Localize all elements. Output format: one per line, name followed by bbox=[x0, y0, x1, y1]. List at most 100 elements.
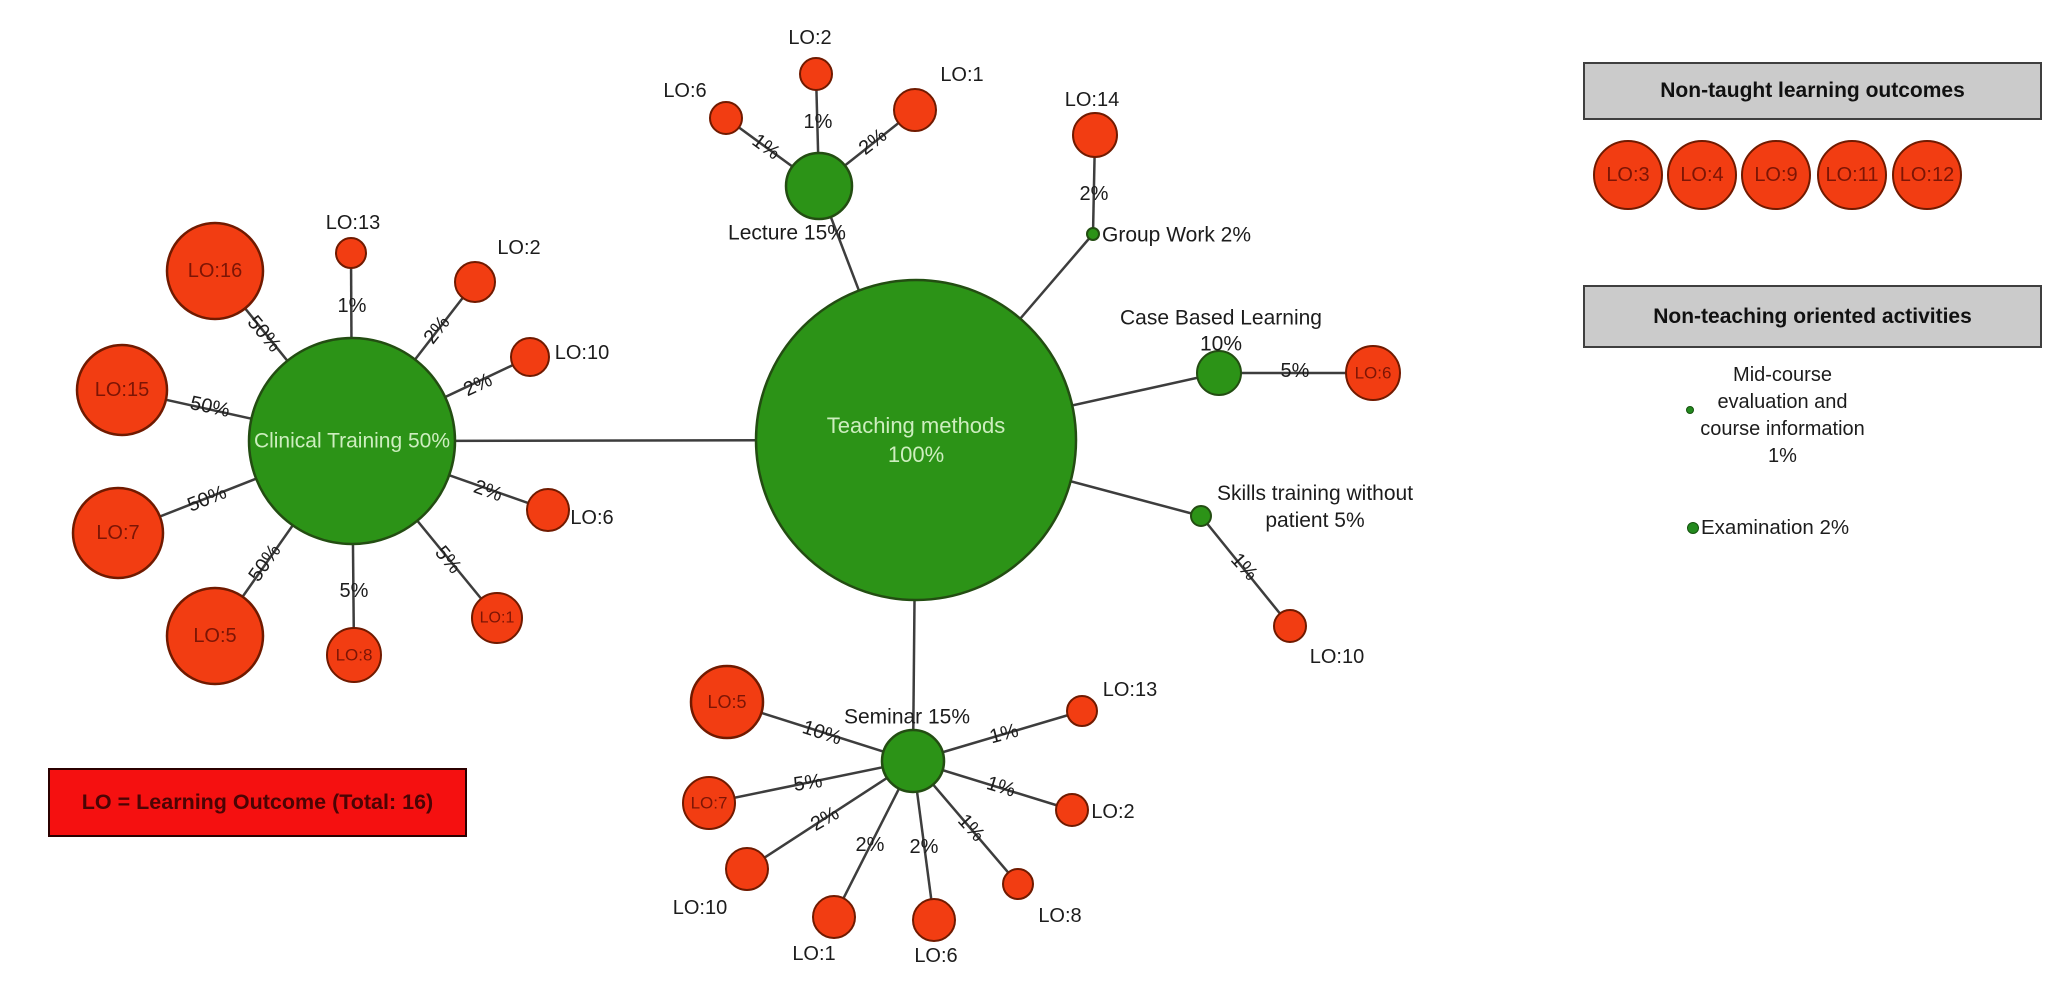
edge-percent-groupwork-lo14: 2% bbox=[1080, 183, 1109, 205]
outcome-node-sem_lo7 bbox=[682, 776, 736, 830]
outcome-node-cl_lo7 bbox=[71, 486, 165, 580]
edge-percent-lecture-lec_lo2: 1% bbox=[804, 111, 833, 133]
method-node-seminar bbox=[880, 728, 946, 794]
node-label-cl_lo2: LO:2 bbox=[497, 237, 540, 259]
outcome-node-cl_lo13 bbox=[335, 237, 367, 269]
outcome-label: LO:12 bbox=[1899, 163, 1955, 186]
mid-course-line: Mid-course bbox=[1733, 364, 1832, 386]
outcome-label: LO:3 bbox=[1606, 163, 1650, 186]
node-label-lec_lo6: LO:6 bbox=[663, 80, 706, 102]
edge-percent-clinical-cl_lo6: 2% bbox=[471, 476, 506, 507]
outcome-node-cl_lo1 bbox=[471, 592, 523, 644]
node-label-cl_lo7: LO:7 bbox=[96, 522, 139, 544]
outcome-node-lec_lo2 bbox=[799, 57, 833, 91]
node-label-groupwork: Group Work 2% bbox=[1102, 224, 1251, 247]
node-label-cl_lo6: LO:6 bbox=[570, 507, 613, 529]
edge-percent-seminar-sem_lo6: 2% bbox=[910, 836, 939, 858]
legend-text: LO = Learning Outcome (Total: 16) bbox=[81, 790, 434, 814]
node-label-sem_lo8: LO:8 bbox=[1038, 905, 1081, 927]
outcome-node-cl_lo10 bbox=[510, 337, 550, 377]
outcome-label: LO:9 bbox=[1754, 163, 1798, 186]
outcome-node-sk_lo10 bbox=[1273, 609, 1307, 643]
edge-percent-clinical-cl_lo15: 50% bbox=[188, 392, 232, 422]
method-node-clinical bbox=[247, 336, 457, 546]
activity-dot-groupwork bbox=[1086, 227, 1100, 241]
edge-percent-clinical-cl_lo5: 50% bbox=[245, 540, 286, 586]
mid-course-dot-icon bbox=[1686, 406, 1694, 414]
outcome-node-sem_lo10 bbox=[725, 847, 769, 891]
legend-box: LO = Learning Outcome (Total: 16) bbox=[48, 768, 467, 837]
outcome-node-cl_lo8 bbox=[326, 627, 382, 683]
outcome-node-lo14 bbox=[1072, 112, 1118, 158]
node-label-skills: Skills training without bbox=[1217, 482, 1413, 505]
edge-seminar-sem_lo10 bbox=[746, 759, 914, 871]
outcome-node-sem_lo2 bbox=[1055, 793, 1089, 827]
node-label-cl_lo8: LO:8 bbox=[336, 646, 373, 665]
edge-percent-clinical-cl_lo13: 1% bbox=[338, 295, 367, 317]
outcome-node-lec_lo6 bbox=[709, 101, 743, 135]
edge-percent-seminar-sem_lo7: 5% bbox=[792, 770, 824, 796]
method-node-lecture bbox=[784, 151, 854, 221]
outcome-node-cbl_lo6 bbox=[1345, 345, 1401, 401]
non-taught-outcome-circle: LO:9 bbox=[1741, 140, 1811, 210]
non-taught-outcome-circle: LO:4 bbox=[1667, 140, 1737, 210]
node-label-sem_lo1: LO:1 bbox=[792, 943, 835, 965]
node-label-teaching: Teaching methods bbox=[827, 413, 1006, 438]
outcome-node-sem_lo8 bbox=[1002, 868, 1034, 900]
outcome-node-cl_lo15 bbox=[75, 343, 169, 437]
node-label-cl_lo5: LO:5 bbox=[193, 625, 236, 647]
edge-percent-seminar-sem_lo1: 2% bbox=[856, 834, 885, 856]
non-taught-header: Non-taught learning outcomes bbox=[1583, 62, 2042, 120]
node-label-lec_lo2: LO:2 bbox=[788, 27, 831, 49]
non-teaching-header: Non-teaching oriented activities bbox=[1583, 285, 2042, 348]
node-label-lecture: Lecture 15% bbox=[728, 222, 846, 245]
mid-course-line: course information bbox=[1700, 418, 1865, 440]
node-label-sem_lo5: LO:5 bbox=[707, 692, 746, 712]
outcome-node-sem_lo13 bbox=[1066, 695, 1098, 727]
outcome-label: LO:11 bbox=[1825, 163, 1879, 186]
node-label-cbl: Case Based Learning bbox=[1120, 307, 1322, 330]
edge-percent-seminar-sem_lo2: 1% bbox=[984, 772, 1018, 802]
edge-percent-clinical-cl_lo10: 2% bbox=[460, 369, 496, 401]
node-label-clinical: Clinical Training 50% bbox=[254, 430, 450, 453]
node-label-cbl_lo6: LO:6 bbox=[1355, 364, 1392, 383]
outcome-node-cl_lo16 bbox=[165, 221, 265, 321]
node-label-lo14: LO:14 bbox=[1065, 89, 1119, 111]
non-taught-outcome-circle: LO:12 bbox=[1892, 140, 1962, 210]
edge-percent-clinical-cl_lo2: 2% bbox=[419, 312, 454, 348]
edge-percent-clinical-cl_lo7: 50% bbox=[184, 481, 230, 516]
method-node-cbl bbox=[1196, 350, 1242, 396]
non-teaching-title: Non-teaching oriented activities bbox=[1653, 304, 1972, 328]
node-label-cl_lo1: LO:1 bbox=[480, 610, 515, 627]
edge-percent-cbl-cbl_lo6: 5% bbox=[1281, 360, 1310, 382]
node-label-sem_lo2: LO:2 bbox=[1091, 801, 1134, 823]
node-label-sem_lo6: LO:6 bbox=[914, 945, 957, 967]
outcome-node-cl_lo5 bbox=[165, 586, 265, 686]
node-label-cl_lo15: LO:15 bbox=[95, 379, 149, 401]
node-label-lec_lo1: LO:1 bbox=[940, 64, 983, 86]
edge-percent-lecture-lec_lo6: 1% bbox=[748, 130, 784, 165]
edge-percent-seminar-sem_lo10: 2% bbox=[807, 802, 843, 836]
node-label-cl_lo13: LO:13 bbox=[326, 212, 380, 234]
node-label-cbl: 10% bbox=[1200, 333, 1242, 356]
outcome-node-cl_lo6 bbox=[526, 488, 570, 532]
node-label-teaching: 100% bbox=[888, 442, 944, 467]
edge-skills-sk_lo10 bbox=[1200, 515, 1291, 627]
node-label-seminar: Seminar 15% bbox=[844, 706, 970, 729]
edge-percent-seminar-sem_lo5: 10% bbox=[800, 716, 845, 749]
node-label-sem_lo10: LO:10 bbox=[673, 897, 727, 919]
node-label-sem_lo7: LO:7 bbox=[691, 794, 728, 813]
examination-dot-icon bbox=[1687, 522, 1699, 534]
method-node-teaching bbox=[754, 278, 1078, 602]
non-taught-title: Non-taught learning outcomes bbox=[1660, 79, 1965, 102]
edge-percent-seminar-sem_lo13: 1% bbox=[987, 720, 1021, 749]
outcome-node-sem_lo5 bbox=[689, 664, 765, 740]
activity-dot-skills bbox=[1190, 505, 1212, 527]
node-label-cl_lo10: LO:10 bbox=[555, 342, 609, 364]
mid-course-evaluation-item: Mid-course evaluation and course informa… bbox=[1655, 362, 1910, 470]
node-label-cl_lo16: LO:16 bbox=[188, 260, 242, 282]
node-label-sk_lo10: LO:10 bbox=[1310, 646, 1364, 668]
outcome-label: LO:4 bbox=[1680, 163, 1724, 186]
